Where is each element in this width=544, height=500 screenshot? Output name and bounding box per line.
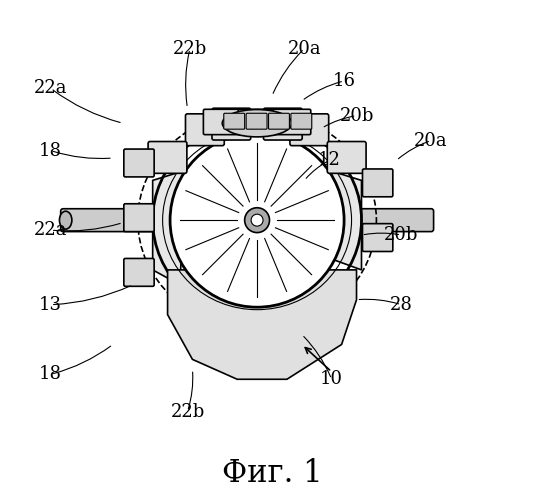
FancyBboxPatch shape [269,114,289,129]
FancyBboxPatch shape [290,114,329,146]
FancyBboxPatch shape [124,204,154,232]
Ellipse shape [222,110,292,137]
Circle shape [251,214,263,226]
Text: 28: 28 [390,296,413,314]
Text: Фиг. 1: Фиг. 1 [222,458,322,489]
FancyBboxPatch shape [362,224,393,252]
FancyBboxPatch shape [124,149,154,177]
FancyBboxPatch shape [61,208,155,232]
Text: 10: 10 [320,370,343,388]
FancyBboxPatch shape [273,110,311,134]
FancyBboxPatch shape [362,169,393,197]
Text: 20a: 20a [415,132,448,150]
FancyBboxPatch shape [238,110,276,134]
Circle shape [170,133,344,307]
FancyBboxPatch shape [203,110,241,134]
Text: 22b: 22b [173,40,207,58]
Text: 20b: 20b [384,226,418,244]
Polygon shape [329,170,362,270]
Text: 18: 18 [39,366,62,384]
FancyBboxPatch shape [224,114,245,129]
Text: 13: 13 [39,296,62,314]
FancyBboxPatch shape [148,142,187,174]
Text: 18: 18 [39,142,62,160]
FancyBboxPatch shape [291,114,312,129]
FancyBboxPatch shape [263,108,302,140]
Polygon shape [168,270,356,380]
Text: 20b: 20b [339,107,374,124]
Text: 22b: 22b [170,402,205,420]
FancyBboxPatch shape [186,114,224,146]
Circle shape [245,208,269,233]
FancyBboxPatch shape [327,142,366,174]
FancyBboxPatch shape [124,258,154,286]
Text: 22a: 22a [34,221,67,239]
Ellipse shape [59,211,72,229]
Text: 16: 16 [332,72,356,90]
FancyBboxPatch shape [212,108,251,140]
Polygon shape [153,170,185,285]
Text: 22a: 22a [34,80,67,98]
FancyBboxPatch shape [359,208,434,232]
Text: 20a: 20a [288,40,321,58]
Text: 12: 12 [318,152,341,170]
FancyBboxPatch shape [246,114,267,129]
